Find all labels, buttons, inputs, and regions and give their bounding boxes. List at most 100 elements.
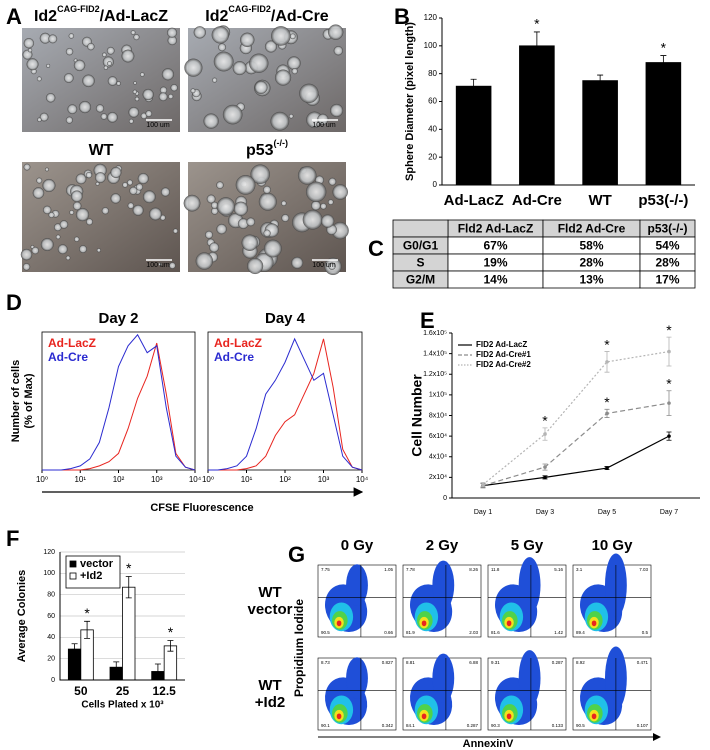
y-tick-label: 100	[424, 41, 438, 50]
y-tick-label: 0	[51, 677, 55, 684]
significance: *	[534, 16, 540, 32]
sphere	[132, 204, 144, 216]
sphere	[216, 181, 224, 189]
cell-text: 28%	[655, 256, 679, 270]
sphere	[274, 69, 292, 86]
sphere	[45, 167, 49, 172]
y-axis-label: Propidium Iodide	[292, 599, 306, 697]
panel-label: F	[6, 526, 19, 551]
x-tick-label: 10³	[318, 475, 330, 484]
quadrant-percent: 5.16	[554, 567, 563, 572]
point	[667, 401, 671, 405]
quadrant-percent: 90.5	[321, 630, 330, 635]
quadrant-percent: 2.03	[469, 630, 478, 635]
sphere	[332, 184, 348, 200]
sphere	[170, 84, 178, 92]
photo	[20, 162, 180, 272]
significance: *	[666, 375, 672, 391]
sphere	[55, 234, 61, 240]
sphere	[121, 49, 135, 63]
sphere	[281, 200, 287, 207]
sphere	[139, 72, 145, 77]
sphere	[37, 117, 42, 122]
scale-bar-label: 100 um	[146, 262, 170, 269]
sphere	[73, 59, 86, 72]
y-tick-label: 120	[424, 13, 438, 22]
sphere	[130, 30, 136, 35]
x-tick-label: WT	[588, 192, 611, 209]
photo	[184, 24, 346, 132]
row-label: WT	[258, 677, 281, 694]
quadrant-percent: 89.4	[576, 630, 585, 635]
quadrant-percent: 1.05	[384, 567, 393, 572]
sphere	[263, 229, 271, 237]
quadrant-percent: 81.9	[406, 630, 415, 635]
quadrant-percent: 84.1	[406, 723, 415, 728]
series-line	[208, 337, 363, 471]
column-header: Fld2 Ad-Cre	[558, 222, 626, 236]
cell-text: 17%	[655, 273, 679, 287]
sphere	[78, 100, 92, 114]
cell-text: 54%	[655, 239, 679, 253]
flow-plot	[572, 553, 652, 638]
photo	[22, 27, 180, 132]
x-axis-label: AnnexinV	[463, 738, 514, 750]
sphere	[328, 177, 337, 186]
sphere	[106, 46, 115, 55]
x-tick-label: Ad-LacZ	[444, 192, 504, 209]
significance: *	[84, 605, 90, 621]
sphere	[270, 111, 290, 131]
quadrant-percent: 7.78	[406, 567, 415, 572]
row-label: +Id2	[255, 694, 285, 711]
x-tick-label: Day 5	[598, 509, 616, 516]
sphere	[65, 255, 71, 261]
quadrant-percent: 81.6	[491, 630, 500, 635]
sphere	[36, 177, 43, 184]
legend-label: FID2 Ad-LacZ	[476, 340, 527, 349]
sphere	[48, 211, 55, 219]
y-axis-label: Sphere Diameter (pixel length)	[404, 22, 416, 181]
sphere	[281, 214, 290, 222]
quadrant-percent: 90.3	[491, 723, 500, 728]
sphere	[132, 89, 137, 94]
sphere	[263, 185, 271, 194]
quadrant-percent: 8.26	[469, 567, 478, 572]
sphere	[110, 193, 121, 204]
sphere	[222, 104, 243, 125]
sphere	[107, 76, 118, 86]
quadrant-percent: 7.75	[321, 567, 330, 572]
sphere	[218, 43, 227, 52]
sphere	[193, 26, 206, 39]
sphere	[166, 27, 178, 38]
density	[506, 620, 512, 627]
cell	[639, 270, 696, 289]
flow-plot	[572, 646, 652, 731]
sphere	[216, 197, 235, 216]
sphere	[264, 40, 278, 53]
sphere	[327, 24, 344, 40]
point	[543, 465, 547, 469]
sphere	[184, 58, 203, 77]
density	[336, 713, 342, 720]
quadrant-percent: 0.471	[637, 660, 649, 665]
sphere	[137, 172, 149, 185]
sphere	[75, 173, 87, 185]
sphere	[122, 182, 128, 188]
y-tick-label: 100	[43, 570, 55, 577]
point	[481, 482, 485, 487]
bar	[122, 586, 136, 681]
error-bar	[660, 55, 667, 70]
panel-label: G	[288, 542, 305, 567]
sphere	[212, 77, 218, 83]
sphere	[134, 96, 140, 102]
sphere	[299, 83, 319, 104]
density	[421, 713, 427, 720]
y-axis-label: Number of cells	[10, 360, 22, 443]
sphere	[23, 163, 31, 171]
scale-bar-label: 100 um	[312, 122, 336, 129]
sphere	[330, 103, 344, 118]
column-title: 0 Gy	[341, 537, 374, 554]
label-base: Id2	[34, 8, 57, 25]
panel-label: C	[368, 236, 384, 261]
